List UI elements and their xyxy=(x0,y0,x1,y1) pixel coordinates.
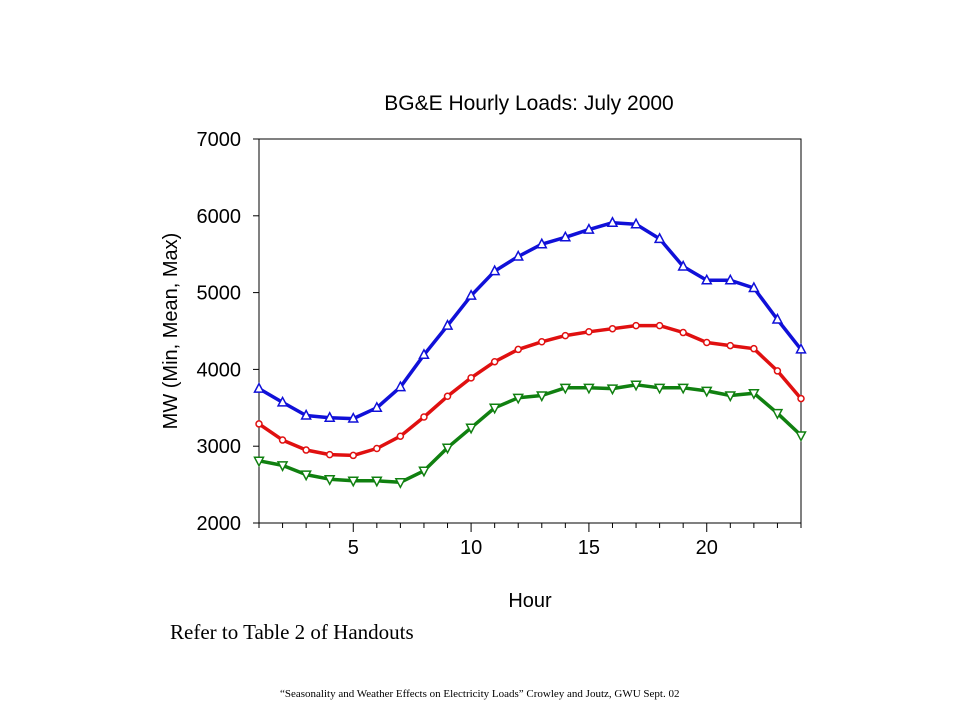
series-path xyxy=(258,383,803,485)
data-point xyxy=(323,474,336,486)
data-point xyxy=(255,420,263,428)
data-point xyxy=(630,380,642,392)
data-point xyxy=(418,348,430,360)
x-tick-label: 15 xyxy=(578,537,600,559)
data-point xyxy=(394,478,407,489)
data-point xyxy=(797,394,805,403)
x-tick-label: 20 xyxy=(696,537,718,559)
data-point xyxy=(323,411,336,423)
data-point xyxy=(512,249,524,261)
data-point xyxy=(700,273,713,285)
data-point xyxy=(514,345,522,354)
data-point xyxy=(748,281,760,293)
data-point xyxy=(724,391,737,403)
data-point xyxy=(302,446,310,454)
data-point xyxy=(349,451,358,460)
data-point xyxy=(394,380,407,392)
data-point xyxy=(420,413,428,421)
data-point xyxy=(677,259,689,271)
data-point xyxy=(606,384,619,396)
y-tick-label: 5000 xyxy=(197,283,242,305)
data-point xyxy=(608,324,617,333)
series-line xyxy=(255,321,805,460)
data-point xyxy=(536,391,548,403)
x-tick-label: 10 xyxy=(460,537,482,559)
data-point xyxy=(795,431,807,443)
data-point xyxy=(630,217,642,229)
x-tick-label: 5 xyxy=(348,537,359,559)
data-point xyxy=(512,393,524,405)
data-point xyxy=(253,456,265,468)
data-point xyxy=(795,342,807,354)
axes: 2000 3000 4000 5000 6000 7000 5 10 15 20 xyxy=(197,129,802,559)
data-point xyxy=(465,289,477,300)
y-tick-label: 3000 xyxy=(197,436,242,458)
data-point xyxy=(443,392,452,401)
data-point xyxy=(632,321,640,330)
data-point xyxy=(773,367,782,375)
data-point xyxy=(488,403,501,415)
handout-reference-note: Refer to Table 2 of Handouts xyxy=(170,620,414,644)
data-point xyxy=(583,383,595,395)
data-point xyxy=(467,374,475,382)
y-tick-label: 2000 xyxy=(197,513,242,535)
plot-frame xyxy=(258,138,802,524)
data-point xyxy=(771,312,784,324)
chart-title: BG&E Hourly Loads: July 2000 xyxy=(384,92,674,115)
data-point xyxy=(771,408,784,420)
data-point xyxy=(465,423,477,435)
y-tick-label: 6000 xyxy=(197,206,242,228)
series-line xyxy=(253,216,807,423)
y-tick-label: 7000 xyxy=(197,129,242,151)
data-point xyxy=(679,328,687,337)
data-point xyxy=(371,401,383,413)
citation-footer: “Seasonality and Weather Effects on Elec… xyxy=(280,688,680,700)
data-point xyxy=(559,383,572,395)
data-point xyxy=(606,216,619,227)
data-point xyxy=(585,328,593,336)
y-axis-label: MW (Min, Mean, Max) xyxy=(160,233,182,430)
data-point xyxy=(418,466,430,478)
data-point xyxy=(490,357,499,366)
data-point xyxy=(441,319,454,330)
data-point xyxy=(702,338,711,347)
data-point xyxy=(724,273,737,285)
data-point xyxy=(276,461,289,473)
data-point xyxy=(488,264,501,276)
data-point xyxy=(726,341,735,350)
data-point xyxy=(347,411,360,423)
data-point xyxy=(583,223,595,234)
y-tick-label: 4000 xyxy=(197,359,242,381)
data-point xyxy=(325,450,334,459)
data-point xyxy=(677,383,689,395)
data-point xyxy=(750,344,758,353)
data-point xyxy=(278,436,287,444)
x-axis-label: Hour xyxy=(508,590,552,612)
data-point xyxy=(300,408,312,420)
data-point xyxy=(396,432,405,440)
data-point xyxy=(655,321,664,330)
data-point xyxy=(748,388,760,400)
data-point xyxy=(653,383,666,395)
data-point xyxy=(253,381,265,393)
data-point xyxy=(559,230,572,242)
data-point xyxy=(700,386,713,398)
series-layer xyxy=(253,216,807,489)
data-point xyxy=(373,444,381,453)
data-point xyxy=(538,338,546,346)
data-point xyxy=(276,395,289,407)
series-path xyxy=(258,323,803,458)
data-point xyxy=(536,237,548,249)
data-point xyxy=(371,476,383,488)
series-line xyxy=(253,380,807,489)
data-point xyxy=(561,331,570,340)
data-point xyxy=(653,232,666,244)
data-point xyxy=(300,470,312,482)
data-point xyxy=(441,443,454,455)
data-point xyxy=(347,476,360,488)
series-path xyxy=(258,220,803,421)
